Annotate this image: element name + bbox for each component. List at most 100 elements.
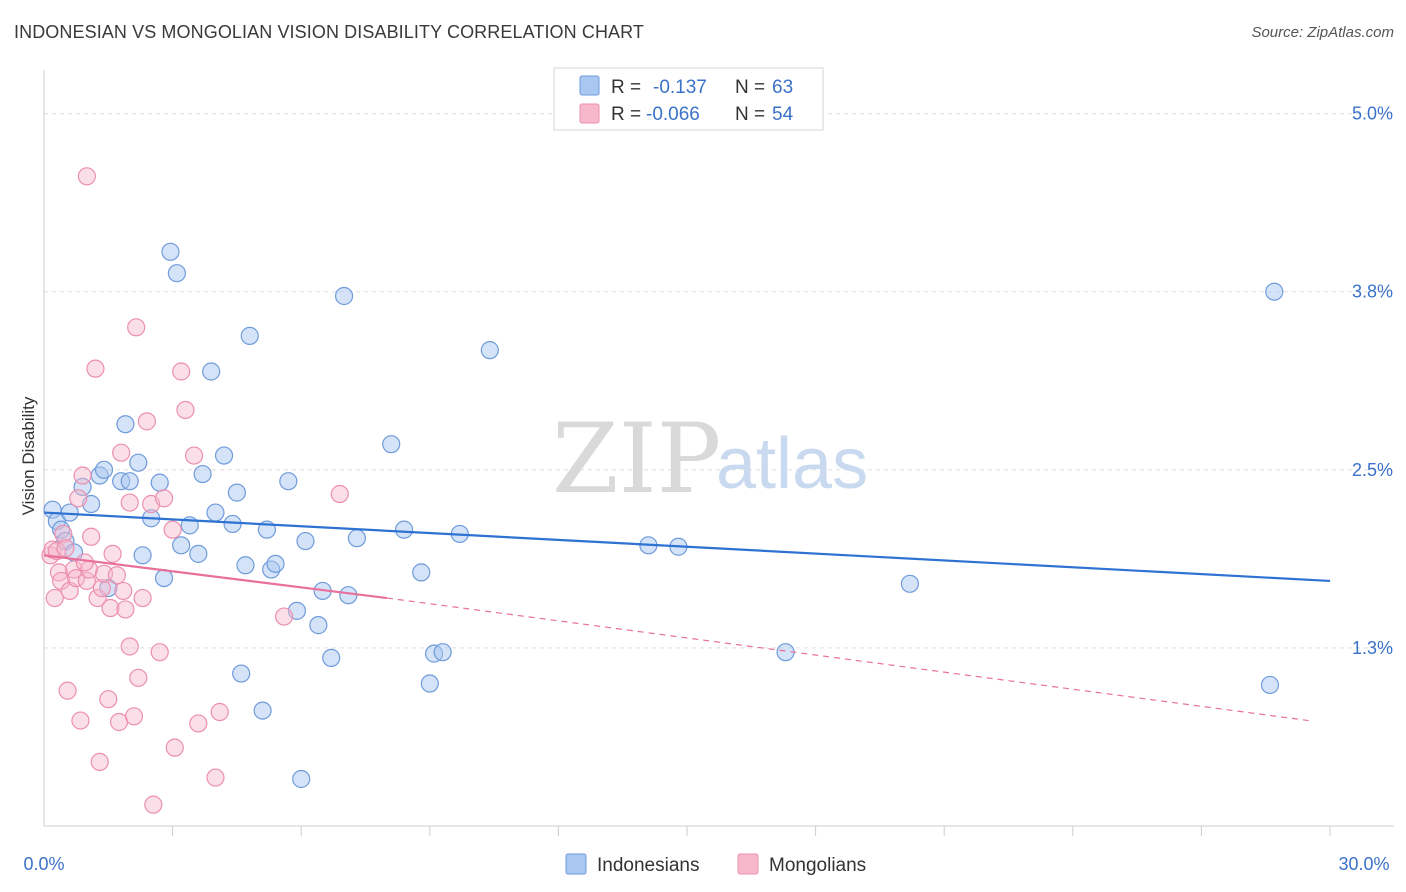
mongolians-point [184,446,204,465]
indonesians-point [433,643,452,662]
indonesians-point [214,446,234,465]
y-axis-label: Vision Disability [19,396,38,515]
mongolians-point [124,707,144,726]
legend-r-value-1: -0.137 [653,77,707,98]
mongolians-point [73,466,92,485]
legend: R = -0.137 N = 63 R = -0.066 N = 54 [553,67,824,131]
y-tick-label: 2.5% [1352,460,1393,480]
indonesians-point [420,674,439,693]
mongolians-point [99,690,118,709]
mongolians-point [88,588,107,608]
mongolians-trend-line [43,554,388,600]
legend-n-label-2: N = [735,104,765,125]
mongolians-point [172,362,191,381]
indonesians-point [900,574,920,593]
indonesians-point [339,586,358,605]
mongolians-point [133,588,152,608]
indonesians-point [253,701,272,720]
chart-source: Source: ZipAtlas.com [1251,24,1394,41]
indonesians-point [296,531,315,551]
indonesians-trend-line [43,511,1331,583]
indonesians-point [120,472,139,491]
y-tick-labels: 1.3% 2.5% 3.8% 5.0% [1352,104,1393,658]
mongolians-point [71,711,90,730]
mongolians-point [210,702,229,722]
mongolians-point [274,607,294,626]
mongolians-trend-line-extension [386,597,1309,722]
indonesians-point [154,568,174,588]
bottom-legend-indonesians: Indonesians [597,855,699,876]
indonesians-point [240,326,259,345]
indonesians-point [309,616,328,635]
x-tick-label-min: 0.0% [23,854,64,874]
mongolians-point [129,668,148,687]
mongolians-point [56,539,75,558]
mongolians-point [101,598,120,618]
indonesians-point [279,472,298,491]
mongolians-point [163,520,182,539]
mongolians-point [206,768,225,787]
indonesians-point [193,464,212,484]
indonesians-point [266,554,285,573]
mongolians-point [189,714,208,733]
mongolians-point [112,443,131,462]
indonesians-point [1260,675,1280,695]
mongolians-point [150,643,169,662]
y-tick-label: 1.3% [1352,638,1393,658]
indonesians-point [227,483,246,502]
y-tick-label: 5.0% [1352,104,1393,124]
mongolians-point [144,795,163,814]
mongolians-point [82,527,101,546]
indonesians-point [1265,282,1284,301]
indonesians-point [292,769,311,789]
legend-swatch-mongolians [579,103,600,124]
mongolians-point [103,544,122,563]
legend-n-value-1: 63 [772,77,793,98]
mongolians-points [41,167,349,814]
indonesians-point [382,435,401,454]
mongolians-point [54,524,73,544]
indonesians-point [129,453,148,472]
mongolians-point [67,568,86,588]
indonesians-point [150,473,169,492]
indonesians-points [43,242,1284,789]
indonesians-point [161,242,180,261]
indonesians-point [189,544,208,563]
legend-r-label-2: R = [611,104,641,125]
mongolians-point [165,738,184,757]
legend-r-label-1: R = [611,77,641,98]
mongolians-point [86,359,105,378]
mongolians-point [114,581,133,601]
legend-r-value-2: -0.066 [646,104,700,125]
mongolians-point [77,571,96,591]
chart-title: INDONESIAN VS MONGOLIAN VISION DISABILIT… [14,22,645,42]
x-tick-marks [172,826,1331,836]
mongolians-point [77,167,96,186]
mongolians-point [120,637,139,656]
mongolians-point [75,553,94,572]
indonesians-point [172,536,191,555]
bottom-legend-swatch-indonesians [565,853,587,875]
mongolians-point [69,489,88,508]
legend-swatch-indonesians [579,75,600,96]
mongolians-point [154,489,174,508]
mongolians-point [137,412,156,431]
indonesians-point [167,264,186,283]
bottom-legend-swatch-mongolians [737,853,759,875]
watermark-zip: ZIP [552,403,721,515]
mongolians-point [127,318,146,337]
mongolians-point [330,484,349,504]
trend-lines [43,511,1331,722]
indonesians-point [334,286,354,306]
indonesians-point [133,546,152,565]
legend-n-label-1: N = [735,77,765,98]
indonesians-point [206,503,225,522]
mongolians-point [92,578,111,598]
indonesians-point [412,563,431,582]
legend-n-value-2: 54 [772,104,794,125]
mongolians-point [58,681,77,700]
indonesians-point [322,648,341,667]
mongolians-point [176,400,195,420]
watermark-atlas: atlas [716,424,868,504]
